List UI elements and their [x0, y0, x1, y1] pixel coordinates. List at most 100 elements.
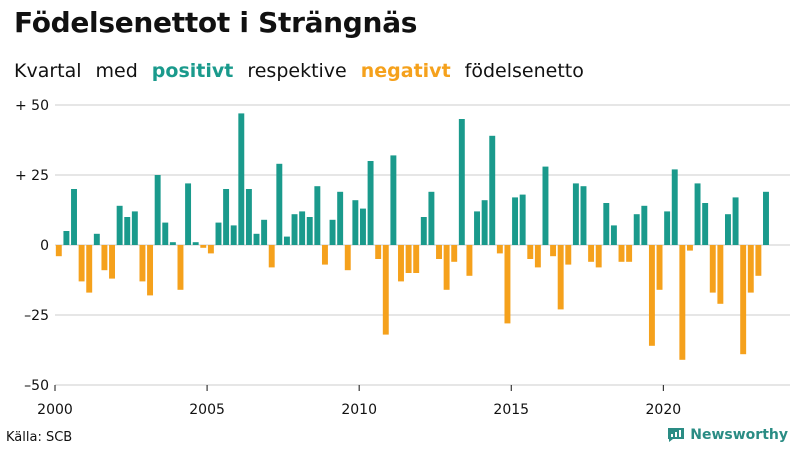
chart-subtitle: Kvartal med positivt respektive negativt föde…: [14, 60, 598, 82]
bar-48: [420, 217, 427, 245]
bar-19: [200, 245, 207, 248]
bar-70: [588, 245, 595, 262]
bar-45: [398, 245, 404, 282]
bar-53: [458, 119, 465, 245]
bar-22: [223, 189, 230, 245]
bar-38: [344, 245, 351, 271]
bar-15: [169, 242, 176, 245]
bar-40: [360, 208, 366, 245]
newsworthy-chart-icon: [668, 428, 685, 442]
bar-93: [763, 191, 769, 245]
bar-12: [147, 245, 154, 296]
bar-23: [230, 225, 237, 245]
bar-36: [329, 219, 336, 245]
bar-67: [565, 245, 572, 265]
bar-33: [306, 217, 313, 245]
bar-61: [519, 194, 526, 245]
subtitle-word-med: med: [95, 60, 138, 82]
bar-29: [276, 163, 283, 245]
brand-name: Newsworthy: [690, 427, 788, 443]
bar-9: [124, 217, 131, 245]
bar-39: [352, 200, 359, 245]
bar-35: [321, 245, 328, 265]
y-tick-label-4: –50: [24, 378, 49, 394]
subtitle-word-kvartal: Kvartal: [14, 60, 82, 82]
bar-56: [481, 200, 488, 245]
subtitle-positive-label: positivt: [151, 60, 234, 82]
bar-3: [78, 245, 85, 282]
bar-47: [413, 245, 420, 273]
bar-66: [557, 245, 564, 310]
bar-52: [451, 245, 458, 262]
bar-85: [702, 203, 709, 245]
source-note: Källa: SCB: [6, 430, 73, 445]
bar-21: [215, 222, 222, 245]
bar-8: [116, 205, 123, 245]
y-tick-label-2: 0: [40, 238, 49, 254]
bar-60: [512, 197, 519, 245]
bar-25: [245, 189, 252, 245]
subtitle-word-respektive: respektive: [247, 60, 347, 82]
bar-75: [626, 245, 633, 262]
bar-32: [299, 211, 306, 245]
bar-58: [496, 245, 503, 254]
bar-84: [694, 183, 701, 245]
bar-31: [291, 214, 298, 245]
bar-24: [238, 113, 245, 246]
bar-91: [747, 245, 754, 293]
y-tick-label-0: + 50: [15, 98, 49, 114]
bar-87: [717, 245, 724, 304]
bar-68: [572, 183, 579, 245]
bar-74: [618, 245, 625, 262]
chart-title: Födelsenettot i Strängnäs: [14, 6, 418, 39]
bar-0: [55, 245, 62, 257]
bar-88: [725, 214, 731, 245]
bar-64: [542, 166, 549, 245]
bar-92: [755, 245, 762, 276]
bar-7: [109, 245, 115, 279]
bar-77: [641, 205, 648, 245]
bar-59: [504, 245, 511, 324]
bar-14: [162, 222, 169, 245]
bar-49: [428, 191, 435, 245]
bar-5: [93, 233, 100, 245]
bar-78: [648, 245, 655, 346]
bar-30: [283, 236, 290, 245]
x-tick-label-1: 2005: [189, 402, 225, 418]
bar-27: [261, 219, 268, 245]
bar-10: [131, 211, 138, 245]
bar-76: [633, 214, 640, 245]
bar-20: [207, 245, 214, 254]
subtitle-negative-label: negativt: [360, 60, 451, 82]
bar-37: [337, 191, 344, 245]
bar-82: [679, 245, 686, 360]
bar-71: [595, 245, 602, 268]
bar-13: [154, 175, 161, 245]
bar-42: [375, 245, 382, 259]
bar-34: [314, 186, 321, 245]
bar-54: [466, 245, 473, 276]
bar-65: [550, 245, 557, 257]
bar-69: [580, 186, 587, 245]
bar-46: [405, 245, 412, 273]
bar-55: [474, 211, 480, 245]
bar-43: [382, 245, 389, 335]
bar-86: [709, 245, 716, 293]
x-tick-label-4: 2020: [646, 402, 682, 418]
y-tick-label-1: + 25: [15, 168, 49, 184]
bar-44: [390, 155, 397, 245]
bar-80: [664, 211, 671, 245]
bar-4: [86, 245, 93, 293]
bar-51: [443, 245, 450, 290]
bar-28: [268, 245, 275, 268]
bar-2: [71, 189, 77, 245]
bar-63: [534, 245, 541, 268]
x-tick-label-2: 2010: [341, 402, 377, 418]
bar-73: [610, 225, 617, 245]
bar-72: [603, 203, 610, 245]
bar-26: [253, 233, 260, 245]
bar-89: [732, 197, 739, 245]
bar-1: [63, 231, 70, 245]
bar-16: [177, 245, 184, 290]
